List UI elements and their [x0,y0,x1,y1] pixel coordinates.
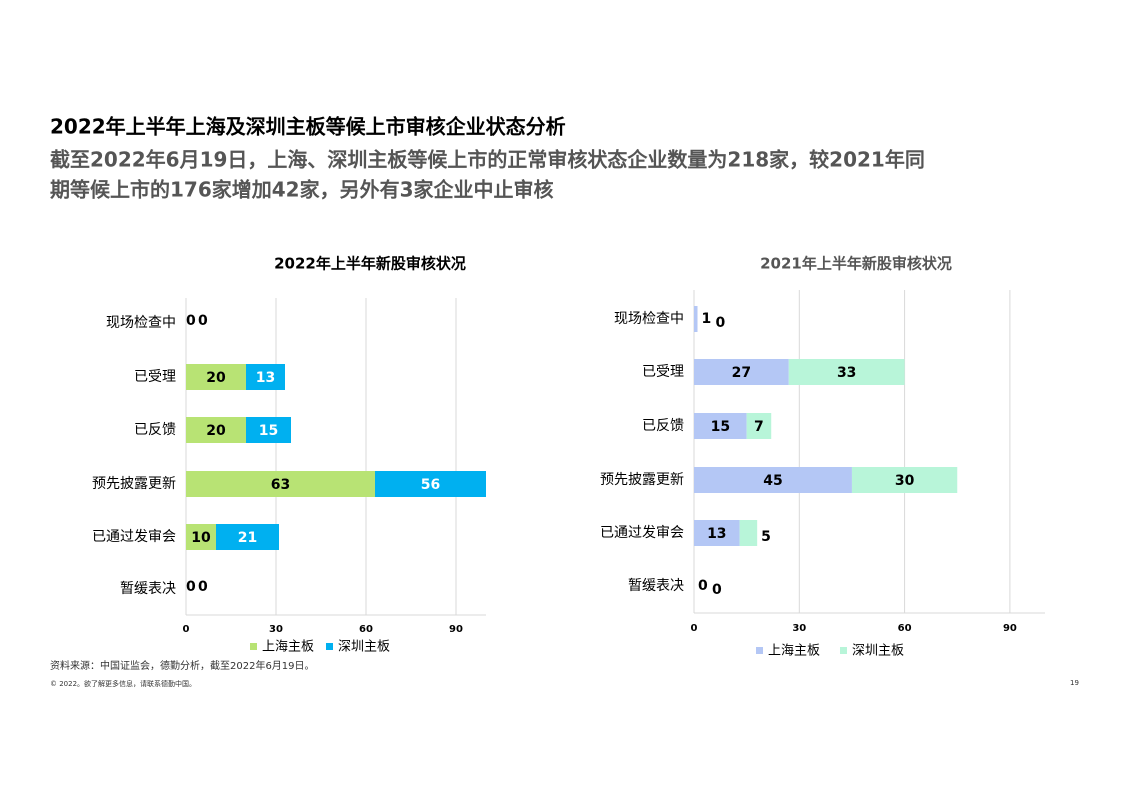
chart-title: 2021年上半年新股审核状况 [760,255,952,273]
x-tick-label: 0 [183,624,190,635]
data-label: 0 [198,313,208,329]
data-label: 20 [206,423,226,439]
data-label: 13 [256,370,275,386]
category-label: 暂缓表决 [120,581,176,597]
category-label: 已通过发审会 [600,525,684,541]
legend-swatch [250,643,257,650]
bar-segment [246,364,285,390]
bar-segment [694,467,852,493]
data-label: 15 [259,423,278,439]
category-label: 已受理 [642,364,684,380]
category-label: 现场检查中 [106,315,176,331]
data-label: 0 [712,582,722,598]
legend-label: 上海主板 [262,640,314,655]
x-tick-label: 90 [1003,623,1017,634]
plot-area [694,306,958,546]
bar-segment [186,364,246,390]
category-label: 预先披露更新 [600,472,684,488]
data-label: 45 [763,473,782,489]
legend-label: 深圳主板 [338,640,390,655]
copyright: © 2022。欲了解更多信息，请联系德勤中国。 [50,679,196,688]
bar-segment [186,524,216,550]
bar-segment [694,520,740,546]
bar-segment [375,471,486,497]
data-label: 33 [837,365,856,381]
bar-segment [788,359,905,385]
legend-swatch [756,647,763,654]
bar-segment [186,471,375,497]
category-label: 已受理 [134,369,176,385]
data-label: 0 [186,579,196,595]
data-label: 27 [732,365,751,381]
data-label: 63 [271,477,290,493]
bar-segment [851,467,958,493]
plot-area [186,364,486,550]
data-label: 13 [707,526,726,542]
subtitle: 截至2022年6月19日，上海、深圳主板等候上市的正常审核状态企业数量为218家… [50,148,925,172]
category-label: 已通过发审会 [92,529,176,545]
category-label: 已反馈 [134,422,176,438]
bar-segment [186,417,246,443]
subtitle: 期等候上市的176家增加42家，另外有3家企业中止审核 [50,178,554,202]
source: 资料来源：中国证监会，德勤分析，截至2022年6月19日。 [50,659,315,672]
data-label: 1 [702,311,712,327]
slide-title: 2022年上半年上海及深圳主板等候上市审核企业状态分析 [50,115,566,139]
x-tick-label: 60 [359,624,373,635]
x-tick-label: 0 [691,623,698,634]
page-number: 19 [1070,679,1079,687]
category-label: 预先披露更新 [92,476,176,492]
legend-label: 深圳主板 [852,644,904,659]
data-label: 0 [716,315,726,331]
data-label: 0 [186,313,196,329]
data-label: 21 [238,530,257,546]
bar-segment [739,520,758,546]
bar-segment [246,417,291,443]
category-label: 现场检查中 [614,311,684,327]
data-label: 0 [698,578,708,594]
x-tick-label: 90 [449,624,463,635]
legend-swatch [840,647,847,654]
bar-segment [746,413,772,439]
data-label: 5 [761,529,771,545]
data-label: 10 [191,530,211,546]
data-label: 30 [895,473,915,489]
category-label: 暂缓表决 [628,578,684,594]
chart-title: 2022年上半年新股审核状况 [274,255,466,273]
bar-segment [694,359,789,385]
data-label: 20 [206,370,226,386]
data-label: 56 [421,477,440,493]
x-tick-label: 30 [792,623,806,634]
x-tick-label: 60 [898,623,912,634]
bar-segment [694,306,698,332]
x-tick-label: 30 [269,624,283,635]
bar-segment [216,524,279,550]
category-label: 已反馈 [642,418,684,434]
data-label: 0 [198,579,208,595]
data-label: 15 [711,419,730,435]
bar-segment [694,413,747,439]
data-label: 7 [754,419,764,435]
legend-label: 上海主板 [768,644,820,659]
legend-swatch [326,643,333,650]
